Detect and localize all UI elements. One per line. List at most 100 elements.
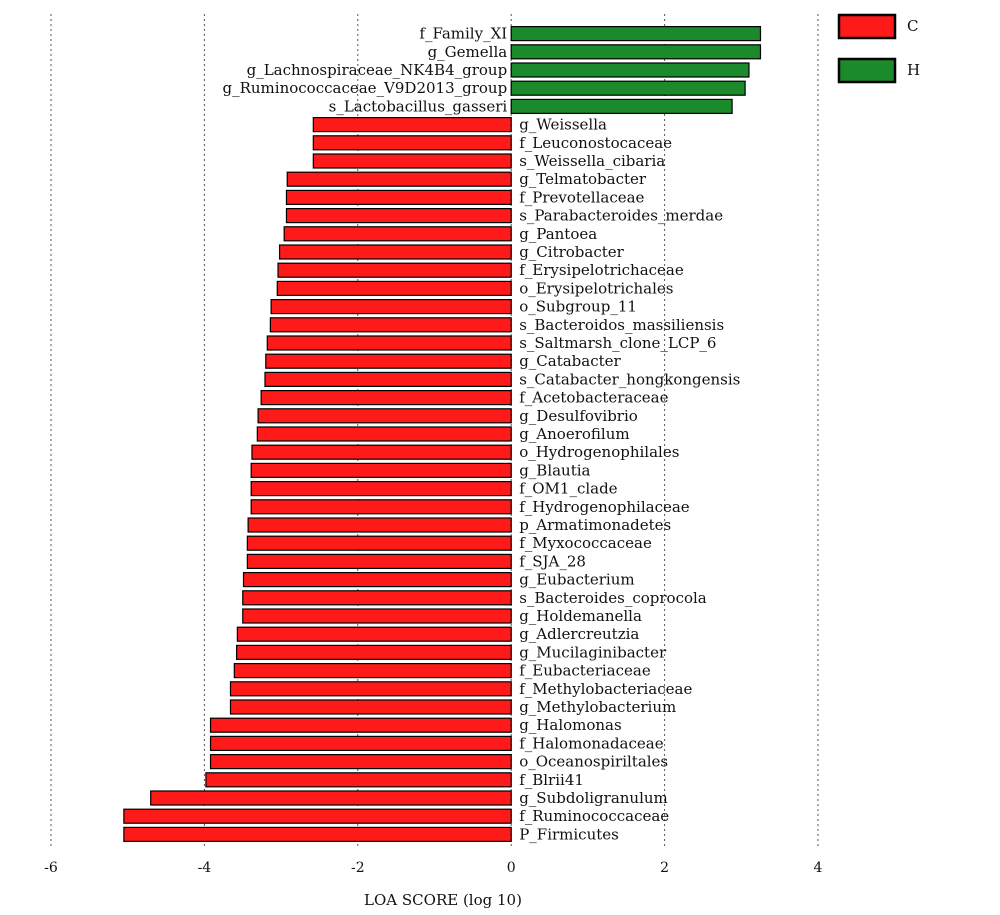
bar-label: g_Anoerofilum <box>519 425 629 443</box>
bar-label: f_Ruminococcaceae <box>519 807 669 825</box>
bar-label: f_Methylobacteriaceae <box>519 680 692 698</box>
bar-label: f_Blrii41 <box>519 771 584 789</box>
bar-label: g_Halomonas <box>519 716 622 734</box>
bar-C <box>278 244 512 260</box>
bar-C <box>209 735 512 752</box>
x-tick-label: -4 <box>198 860 212 876</box>
bar-label: s_Saltmarsh_clone_LCP_6 <box>519 334 716 352</box>
bar-C <box>242 608 512 624</box>
bar-label: g_Mucilaginibacter <box>519 643 667 661</box>
bar-label: f_Halomonadaceae <box>519 734 664 752</box>
category-labels: f_Family_XIg_Gemellag_Lachnospiraceae_NK… <box>223 25 741 844</box>
bar-C <box>312 116 512 133</box>
bar-label: g_Eubacterium <box>519 571 634 589</box>
bar-C <box>260 390 512 406</box>
bar-label: f_Erysipelotrichaceae <box>519 261 684 279</box>
bar-label: p_Armatimonadetes <box>519 516 671 534</box>
x-tick-label: 4 <box>814 860 823 876</box>
bar-label: g_Catabacter <box>519 352 621 370</box>
bar-C <box>266 335 512 351</box>
bar-label: g_Citrobacter <box>519 243 624 261</box>
bar-label: s_Bacteroides_coprocola <box>519 589 707 607</box>
bar-C <box>205 772 512 788</box>
bar-C <box>250 481 512 497</box>
bar-label: f_Acetobacteraceae <box>519 389 668 407</box>
bar-H <box>510 44 762 60</box>
legend: CH <box>837 13 920 84</box>
x-axis-title: LOA SCORE (log 10) <box>364 891 522 909</box>
bar-C <box>246 553 512 570</box>
x-tick-label: -6 <box>44 860 58 876</box>
bar-label: s_Bacteroidos_massiliensis <box>519 316 724 334</box>
bar-C <box>242 571 512 588</box>
bar-C <box>236 644 512 661</box>
bar-C <box>265 353 512 369</box>
bar-H <box>510 26 762 42</box>
legend-label: H <box>907 61 920 79</box>
legend-swatch-H <box>837 57 897 84</box>
bar-C <box>123 808 512 824</box>
bars <box>123 26 762 843</box>
bar-label: f_Eubacteriaceae <box>519 662 651 680</box>
bar-label: g_Gemella <box>428 43 508 61</box>
bar-label: g_Adlercreutzia <box>519 625 639 643</box>
bar-H <box>510 80 746 96</box>
bar-label: o_Subgroup_11 <box>519 298 637 316</box>
bar-C <box>264 371 512 387</box>
legend-swatch-C <box>837 13 897 40</box>
bar-C <box>250 499 512 515</box>
bar-C <box>209 717 512 733</box>
bar-C <box>246 535 512 551</box>
bar-H <box>510 62 750 78</box>
bar-label: g_Methylobacterium <box>519 698 676 716</box>
bar-label: s_Catabacter_hongkongensis <box>519 370 740 388</box>
bar-label: s_Parabacteroides_merdae <box>519 207 723 225</box>
bar-label: f_Hydrogenophilaceae <box>519 498 690 516</box>
bar-label: g_Subdoligranulum <box>519 789 668 807</box>
bar-label: s_Weissella_cibaria <box>519 152 665 170</box>
bar-C <box>276 280 512 296</box>
bar-C <box>229 681 512 697</box>
bar-C <box>283 226 512 242</box>
bar-label: o_Oceanospiriltales <box>519 753 668 771</box>
bar-C <box>247 517 512 533</box>
bar-C <box>277 262 512 278</box>
bar-C <box>256 426 512 442</box>
bar-label: P_Firmicutes <box>519 825 619 843</box>
bar-C <box>123 826 512 843</box>
bar-label: g_Pantoea <box>519 225 597 243</box>
bar-C <box>285 208 512 224</box>
bar-label: f_Prevotellaceae <box>519 188 644 206</box>
legend-label: C <box>907 17 918 35</box>
bar-C <box>286 171 512 187</box>
bar-C <box>312 153 512 169</box>
bar-label: f_Family_XI <box>419 25 507 43</box>
bar-C <box>312 135 512 151</box>
bar-C <box>229 699 512 715</box>
bar-label: o_Erysipelotrichales <box>519 279 673 297</box>
x-tick-label: 2 <box>660 860 669 876</box>
x-tick-labels: -6 -4 -2 0 2 4 <box>44 860 822 876</box>
bar-label: f_Leuconostocaceae <box>519 134 672 152</box>
bar-C <box>233 662 512 679</box>
x-tick-label: -2 <box>351 860 365 876</box>
bar-C <box>285 189 512 205</box>
bar-label: g_Ruminococcaceae_V9D2013_group <box>223 79 508 97</box>
bar-label: g_Lachnospiraceae_NK4B4_group <box>247 61 508 79</box>
bar-C <box>257 408 512 424</box>
bar-C <box>150 790 512 806</box>
bar-label: g_Telmatobacter <box>519 170 647 188</box>
bar-label: g_Weissella <box>519 116 607 134</box>
bar-label: o_Hydrogenophilales <box>519 443 679 461</box>
bar-C <box>270 299 512 315</box>
bar-label: f_OM1_clade <box>519 480 617 498</box>
bar-C <box>236 626 512 642</box>
bar-label: g_Desulfovibrio <box>519 407 638 425</box>
bar-C <box>242 590 512 606</box>
bar-label: f_SJA_28 <box>519 552 586 570</box>
bar-H <box>510 98 733 115</box>
bar-label: g_Blautia <box>519 461 590 479</box>
bar-C <box>269 317 512 333</box>
bar-label: f_Myxococcaceae <box>519 534 652 552</box>
